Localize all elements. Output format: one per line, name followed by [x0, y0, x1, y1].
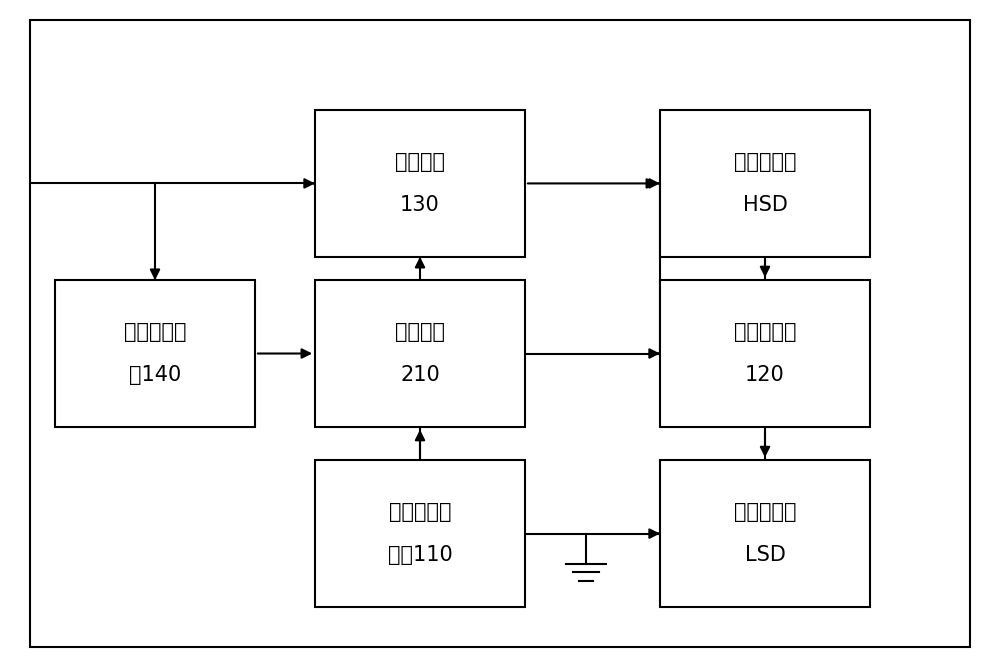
Text: 硬件保护单: 硬件保护单: [124, 322, 186, 342]
Text: 单元110: 单元110: [388, 545, 452, 565]
Text: 120: 120: [745, 365, 785, 385]
Text: 130: 130: [400, 195, 440, 215]
Text: 主正继电器: 主正继电器: [734, 502, 796, 522]
Text: 电源芯片: 电源芯片: [395, 152, 445, 172]
Bar: [660, 280, 870, 427]
Text: HSD: HSD: [743, 195, 787, 215]
Text: 210: 210: [400, 365, 440, 385]
Bar: [55, 280, 255, 427]
Bar: [315, 460, 525, 607]
Bar: [315, 110, 525, 257]
Text: 元140: 元140: [129, 365, 181, 385]
Bar: [315, 280, 525, 427]
Text: 主正继电器: 主正继电器: [734, 152, 796, 172]
Bar: [660, 460, 870, 607]
Text: LSD: LSD: [745, 545, 785, 565]
Text: 主正继电器: 主正继电器: [734, 322, 796, 342]
Text: 判断单元: 判断单元: [395, 322, 445, 342]
Bar: [660, 110, 870, 257]
Text: 继电器控制: 继电器控制: [389, 502, 451, 522]
